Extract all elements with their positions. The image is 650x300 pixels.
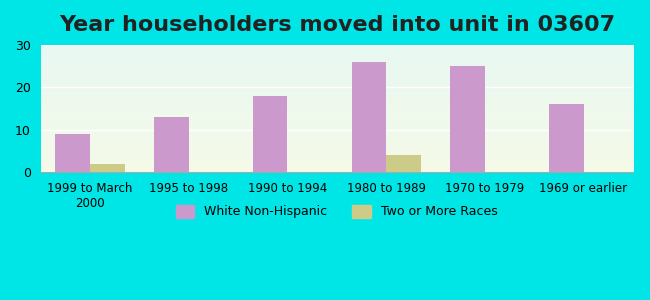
Title: Year householders moved into unit in 03607: Year householders moved into unit in 036…: [58, 15, 615, 35]
Bar: [450, 66, 485, 172]
Bar: [154, 117, 188, 172]
Bar: [352, 62, 386, 172]
Bar: [253, 96, 287, 172]
Legend: White Non-Hispanic, Two or More Races: White Non-Hispanic, Two or More Races: [170, 200, 503, 224]
Bar: [55, 134, 90, 172]
Bar: [90, 164, 125, 172]
Bar: [386, 155, 421, 172]
Bar: [549, 104, 584, 172]
